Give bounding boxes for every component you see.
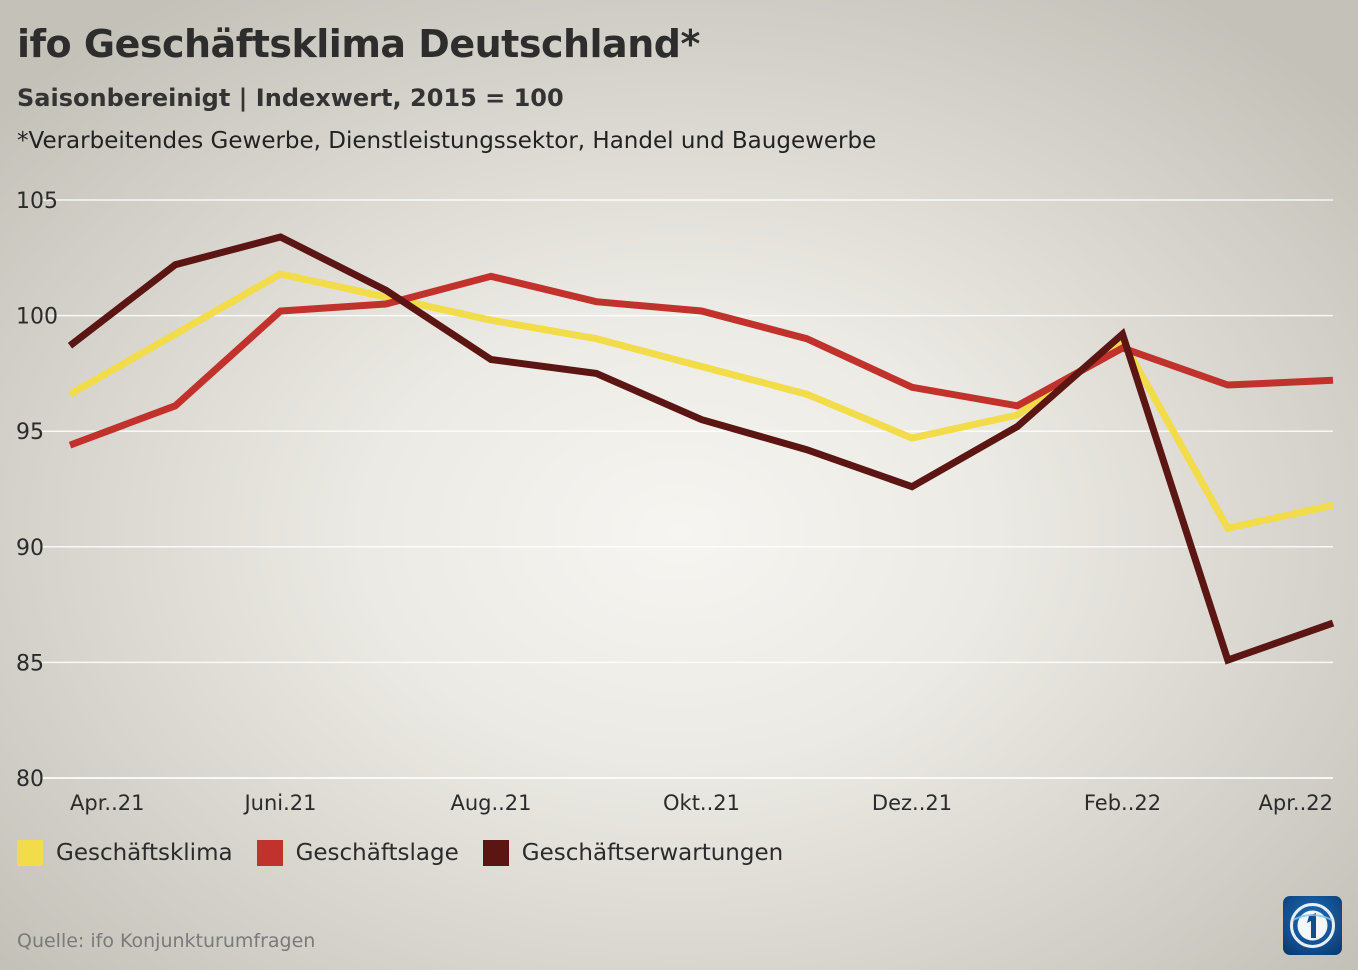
series-line-geschäftslage bbox=[68, 272, 1334, 449]
x-tick-label: Feb..22 bbox=[1084, 791, 1161, 815]
line-chart: 80 85 90 95 100 105 Apr..21 Juni.21 Aug..21 Okt.… bbox=[16, 189, 1335, 815]
y-tick-label: 85 bbox=[16, 651, 44, 676]
legend-swatch bbox=[256, 840, 283, 866]
grid-lines bbox=[42, 199, 1333, 779]
source-note: Quelle: ifo Konjunkturumfragen bbox=[17, 930, 316, 952]
y-tick-label: 105 bbox=[16, 189, 58, 214]
y-tick-label: 100 bbox=[16, 305, 58, 330]
legend-swatch bbox=[17, 840, 43, 866]
ard-tagesschau-logo-icon bbox=[1283, 896, 1342, 955]
x-tick-label: Okt..21 bbox=[663, 791, 740, 815]
series-line-geschäftserwartungen bbox=[67, 233, 1335, 665]
x-tick-label: Apr..21 bbox=[70, 791, 144, 815]
y-tick-label: 95 bbox=[16, 420, 44, 445]
y-tick-label: 80 bbox=[16, 767, 44, 792]
chart-legend: Geschäftsklima Geschäftslage Geschäftserwa… bbox=[17, 840, 807, 866]
y-axis-ticks: 80 85 90 95 100 105 bbox=[16, 189, 58, 792]
series-lines bbox=[67, 233, 1335, 665]
legend-swatch bbox=[482, 840, 509, 866]
x-tick-label: Dez..21 bbox=[872, 791, 952, 815]
legend-item: Geschäftserwartungen bbox=[482, 840, 784, 866]
x-axis-ticks: Apr..21 Juni.21 Aug..21 Okt..21 Dez..21 Feb..… bbox=[70, 791, 1333, 815]
legend-label: Geschäftserwartungen bbox=[521, 840, 784, 866]
legend-label: Geschäftsklima bbox=[56, 840, 233, 866]
legend-item: Geschäftsklima bbox=[17, 840, 233, 866]
legend-item: Geschäftslage bbox=[256, 840, 459, 866]
chart-title: ifo Geschäftsklima Deutschland* bbox=[17, 22, 700, 66]
y-tick-label: 90 bbox=[16, 536, 44, 561]
x-tick-label: Juni.21 bbox=[242, 791, 316, 815]
chart-subtitle: Saisonbereinigt | Indexwert, 2015 = 100 bbox=[17, 84, 564, 112]
chart-footnote: *Verarbeitendes Gewerbe, Dienstleistungs… bbox=[17, 128, 877, 154]
x-tick-label: Aug..21 bbox=[450, 791, 531, 815]
x-tick-label: Apr..22 bbox=[1259, 791, 1333, 815]
legend-label: Geschäftslage bbox=[295, 840, 459, 866]
